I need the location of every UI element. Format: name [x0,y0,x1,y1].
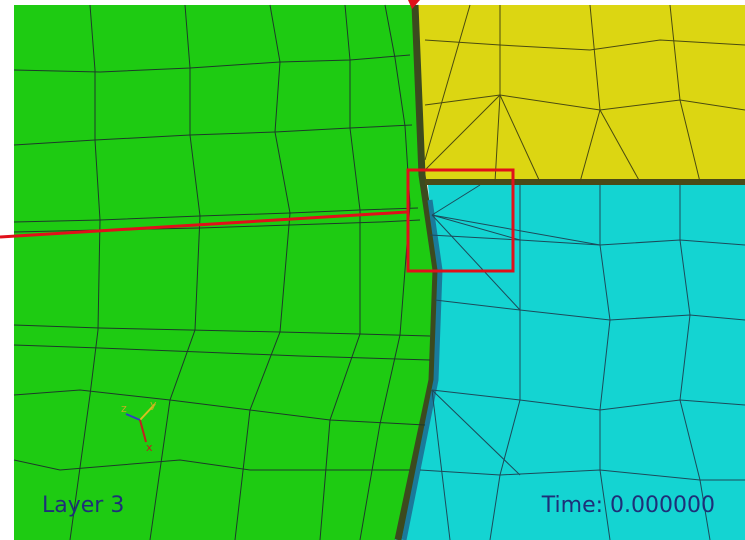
cyan-region [395,185,745,540]
yellow-region [415,5,745,185]
axis-y-label: y [150,398,157,411]
axis-x-label: x [146,441,153,454]
axis-z-label: z [121,402,127,415]
green-region [14,5,435,540]
layer-label: Layer 3 [42,493,124,518]
time-label: Time: 0.000000 [541,493,715,518]
viewport: z y x Layer 3 Time: 0.000000 [0,0,745,540]
